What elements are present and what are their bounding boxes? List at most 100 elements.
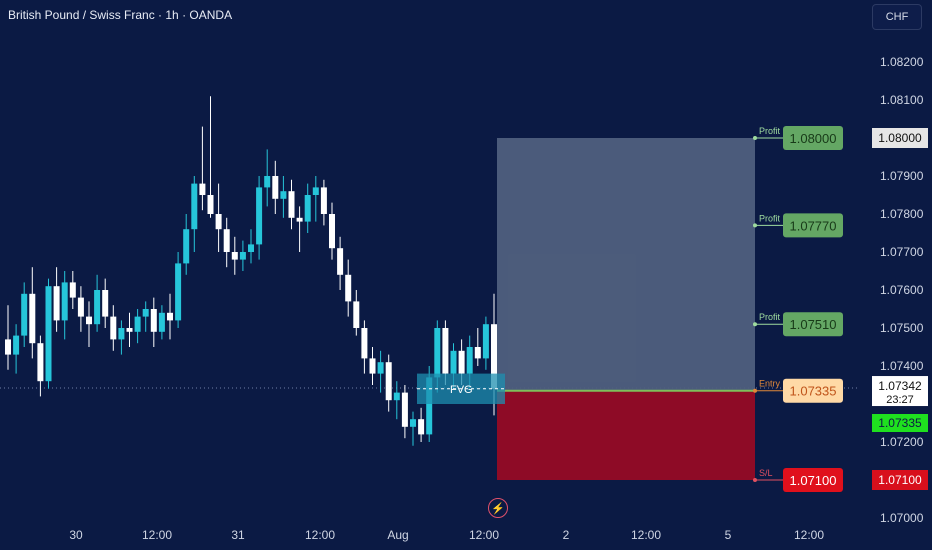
candle-body <box>94 290 101 325</box>
candle-body <box>458 350 465 374</box>
candle-body <box>442 328 449 374</box>
candle-body <box>264 176 271 188</box>
candle-body <box>482 324 489 359</box>
time-axis-tick: 31 <box>231 528 245 542</box>
label-tag[interactable] <box>783 312 843 337</box>
label-value: 1.08000 <box>790 131 837 146</box>
label-value: 1.07100 <box>790 473 837 488</box>
label-caption: Entry <box>759 379 781 389</box>
candle-body <box>474 347 481 359</box>
label-tag[interactable] <box>783 126 843 150</box>
label-caption: S/L <box>759 468 773 478</box>
candle-body <box>167 312 173 321</box>
candle-body <box>13 335 20 355</box>
label-anchor-dot <box>753 223 757 228</box>
candle-body <box>312 187 319 195</box>
label-anchor-dot <box>753 136 757 140</box>
price-axis-tick: 1.07700 <box>880 245 924 259</box>
candle-body <box>320 187 327 214</box>
price-axis-tick: 1.07000 <box>880 511 924 525</box>
label-value: 1.07510 <box>790 317 837 332</box>
axis-entry-tag: 1.07335 <box>878 416 922 430</box>
candle-body <box>296 217 303 222</box>
label-tag[interactable] <box>783 468 843 492</box>
label-value: 1.07770 <box>790 218 837 233</box>
candle-body <box>191 183 198 230</box>
symbol-title[interactable]: British Pound / Swiss Franc · 1h · OANDA <box>8 8 233 22</box>
axis-tp-tag: 1.08000 <box>878 131 922 145</box>
event-lightning-icon[interactable]: ⚡ <box>488 498 508 518</box>
axis-sl-tag: 1.07100 <box>878 473 922 487</box>
axis-entry-tag-bg <box>872 414 928 432</box>
candle-body <box>77 297 84 317</box>
axis-tp-tag-bg <box>872 128 928 148</box>
candle-body <box>434 328 441 378</box>
time-axis-tick: 12:00 <box>794 528 824 542</box>
candle-body <box>304 195 311 222</box>
axis-countdown: 23:27 <box>886 394 914 406</box>
candle-body <box>158 312 165 332</box>
candle-body <box>37 343 44 382</box>
candle-body <box>69 282 76 298</box>
candle-body <box>175 263 182 321</box>
candle-body <box>142 309 149 317</box>
profit-zone[interactable] <box>497 138 755 391</box>
price-axis-tick: 1.07800 <box>880 207 924 221</box>
candle-body <box>410 419 416 427</box>
candle-body <box>353 301 360 328</box>
price-axis-tick: 1.07500 <box>880 321 924 335</box>
label-caption: Profit <box>759 213 781 223</box>
label-value: 1.07335 <box>790 384 837 399</box>
candle-body <box>53 286 60 321</box>
candle-body <box>369 358 376 374</box>
time-axis-tick: 12:00 <box>631 528 661 542</box>
candle-body <box>401 392 408 427</box>
candle-body <box>215 214 222 230</box>
candle-body <box>126 328 133 332</box>
label-tag[interactable] <box>783 378 843 403</box>
fvg-label: FVG <box>450 384 473 396</box>
candle-body <box>329 214 335 249</box>
candle-body <box>280 191 287 199</box>
candle-body <box>118 328 125 340</box>
price-axis-tick: 1.08200 <box>880 55 924 69</box>
candle-body <box>450 350 457 374</box>
candle-body <box>21 293 28 336</box>
candle-body <box>231 252 238 260</box>
candle-body <box>466 347 473 374</box>
candle-body <box>61 282 68 321</box>
candle-body <box>183 229 190 264</box>
stop-loss-zone[interactable] <box>497 390 755 480</box>
candle-body <box>272 176 279 199</box>
candle-body <box>248 244 254 252</box>
candle-body <box>150 309 157 332</box>
candle-body <box>239 252 246 260</box>
time-axis-tick: 12:00 <box>305 528 335 542</box>
price-axis-tick: 1.07400 <box>880 359 924 373</box>
candle-body <box>110 316 117 340</box>
label-anchor-dot <box>753 388 757 393</box>
candle-body <box>207 195 214 214</box>
label-caption: Profit <box>759 312 781 322</box>
candle-body <box>134 316 141 332</box>
label-anchor-dot <box>753 322 757 327</box>
price-axis-tick: 1.08100 <box>880 93 924 107</box>
candle-body <box>86 316 92 325</box>
candle-body <box>256 187 263 245</box>
label-tag[interactable] <box>783 213 843 238</box>
label-anchor-dot <box>753 478 757 482</box>
candle-body <box>491 324 497 389</box>
candle-body <box>288 191 295 218</box>
candle-body <box>393 392 400 401</box>
candle-body <box>337 248 344 275</box>
currency-button[interactable]: CHF <box>872 4 922 30</box>
candle-body <box>223 229 230 252</box>
time-axis-tick: 30 <box>69 528 83 542</box>
label-caption: Profit <box>759 126 781 136</box>
candle-body <box>29 293 36 344</box>
candle-body <box>426 377 433 435</box>
time-axis-tick: 2 <box>563 528 570 542</box>
candle-body <box>345 274 352 302</box>
time-axis-tick: 5 <box>725 528 732 542</box>
